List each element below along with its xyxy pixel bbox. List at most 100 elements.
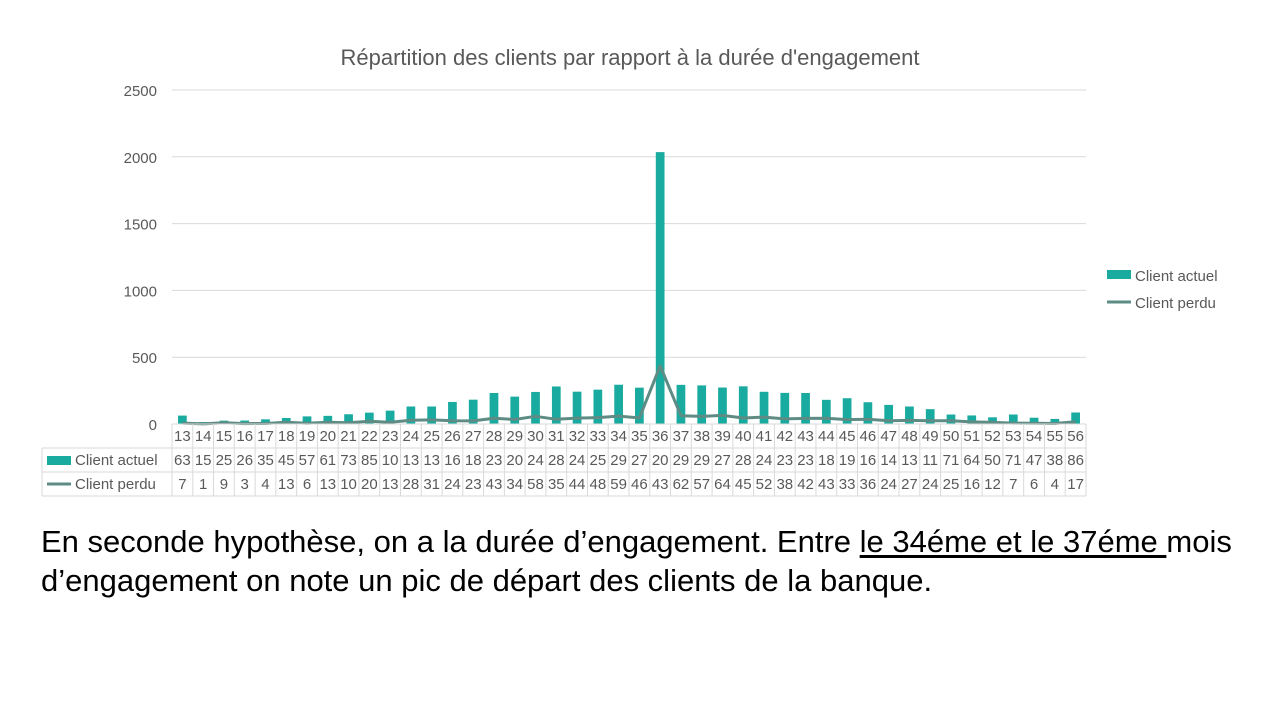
bar bbox=[697, 385, 707, 424]
x-tick-label: 40 bbox=[735, 428, 752, 445]
x-tick-label: 51 bbox=[963, 428, 980, 445]
x-tick-label: 48 bbox=[901, 428, 918, 445]
bar bbox=[676, 384, 686, 424]
data-label: 23 bbox=[465, 476, 482, 493]
bar bbox=[967, 415, 977, 424]
x-tick-label: 16 bbox=[236, 428, 253, 445]
data-label: 64 bbox=[963, 452, 980, 469]
x-tick-label: 22 bbox=[361, 428, 378, 445]
x-tick-label: 34 bbox=[610, 428, 627, 445]
bar bbox=[572, 391, 582, 424]
data-label: 6 bbox=[303, 476, 311, 493]
x-tick-label: 17 bbox=[257, 428, 274, 445]
x-tick-label: 39 bbox=[714, 428, 731, 445]
data-label: 57 bbox=[693, 476, 710, 493]
bar bbox=[738, 386, 748, 424]
data-label: 50 bbox=[984, 452, 1001, 469]
bar bbox=[323, 415, 333, 424]
y-tick-label: 1000 bbox=[124, 283, 157, 300]
x-tick-label: 28 bbox=[486, 428, 503, 445]
y-tick-label: 500 bbox=[132, 350, 157, 367]
data-label: 23 bbox=[486, 452, 503, 469]
data-label: 29 bbox=[673, 452, 690, 469]
chart: Répartition des clients par rapport à la… bbox=[41, 45, 1218, 497]
data-label: 73 bbox=[340, 452, 357, 469]
data-label: 27 bbox=[901, 476, 918, 493]
data-label: 28 bbox=[403, 476, 420, 493]
bar bbox=[988, 417, 997, 424]
bar bbox=[863, 402, 873, 424]
data-label: 7 bbox=[1009, 476, 1017, 493]
data-label: 12 bbox=[984, 476, 1001, 493]
caption-highlight: le 34éme et le 37éme bbox=[859, 524, 1167, 559]
data-label: 24 bbox=[756, 452, 773, 469]
data-label: 38 bbox=[776, 476, 793, 493]
data-label: 33 bbox=[839, 476, 856, 493]
data-label: 36 bbox=[860, 476, 877, 493]
bar bbox=[1029, 417, 1039, 424]
data-label: 52 bbox=[756, 476, 773, 493]
data-label: 27 bbox=[714, 452, 731, 469]
x-tick-label: 46 bbox=[860, 428, 877, 445]
data-label: 57 bbox=[299, 452, 316, 469]
x-tick-label: 15 bbox=[216, 428, 233, 445]
data-label: 45 bbox=[735, 476, 752, 493]
data-label: 3 bbox=[241, 476, 249, 493]
data-label: 16 bbox=[444, 452, 461, 469]
data-label: 25 bbox=[216, 452, 233, 469]
bar bbox=[1008, 414, 1018, 424]
data-label: 19 bbox=[839, 452, 856, 469]
data-label: 13 bbox=[423, 452, 440, 469]
bar bbox=[884, 404, 894, 424]
data-label: 24 bbox=[922, 476, 939, 493]
x-tick-label: 20 bbox=[319, 428, 336, 445]
data-label: 10 bbox=[382, 452, 399, 469]
bar bbox=[1071, 412, 1080, 424]
data-label: 25 bbox=[943, 476, 960, 493]
bar-series-client-actuel bbox=[178, 152, 1080, 424]
legend-label-client-actuel: Client actuel bbox=[1135, 268, 1218, 285]
data-label: 31 bbox=[423, 476, 440, 493]
data-label: 16 bbox=[860, 452, 877, 469]
data-label: 26 bbox=[236, 452, 253, 469]
data-label: 9 bbox=[220, 476, 228, 493]
bar bbox=[448, 401, 457, 424]
data-label: 7 bbox=[178, 476, 186, 493]
data-label: 64 bbox=[714, 476, 731, 493]
data-label: 4 bbox=[1051, 476, 1059, 493]
bar bbox=[178, 415, 187, 424]
x-tick-label: 47 bbox=[880, 428, 897, 445]
x-tick-label: 55 bbox=[1046, 428, 1063, 445]
data-label: 28 bbox=[735, 452, 752, 469]
caption-text-start: En seconde hypothèse, on a la durée d’en… bbox=[41, 524, 860, 559]
x-tick-label: 29 bbox=[506, 428, 523, 445]
bar bbox=[489, 393, 499, 424]
data-label: 59 bbox=[610, 476, 627, 493]
bar bbox=[427, 406, 437, 424]
x-tick-label: 26 bbox=[444, 428, 461, 445]
data-label: 47 bbox=[1026, 452, 1043, 469]
x-tick-label: 19 bbox=[299, 428, 316, 445]
x-tick-label: 54 bbox=[1026, 428, 1043, 445]
bar bbox=[510, 396, 520, 424]
y-axis: 0 500 1000 1500 2000 2500 bbox=[124, 83, 157, 434]
bar bbox=[302, 416, 312, 424]
table-legend-key bbox=[47, 456, 71, 465]
data-label: 62 bbox=[673, 476, 690, 493]
table-row-header: Client perdu bbox=[75, 476, 156, 493]
data-label: 24 bbox=[880, 476, 897, 493]
data-label: 42 bbox=[797, 476, 814, 493]
bar bbox=[1050, 418, 1060, 424]
data-label: 18 bbox=[818, 452, 835, 469]
x-tick-label: 13 bbox=[174, 428, 191, 445]
data-label: 71 bbox=[1005, 452, 1022, 469]
data-label: 27 bbox=[631, 452, 648, 469]
data-label: 11 bbox=[922, 452, 938, 469]
data-label: 20 bbox=[506, 452, 523, 469]
data-table: 13 14 15 16 17 18 19 20 21 22 23 24 25 26 27 28 29 30 31 32… bbox=[41, 423, 1087, 497]
bar bbox=[925, 409, 935, 424]
x-tick-label: 25 bbox=[423, 428, 440, 445]
data-label: 48 bbox=[589, 476, 606, 493]
x-tick-label: 30 bbox=[527, 428, 544, 445]
data-label: 14 bbox=[880, 452, 897, 469]
